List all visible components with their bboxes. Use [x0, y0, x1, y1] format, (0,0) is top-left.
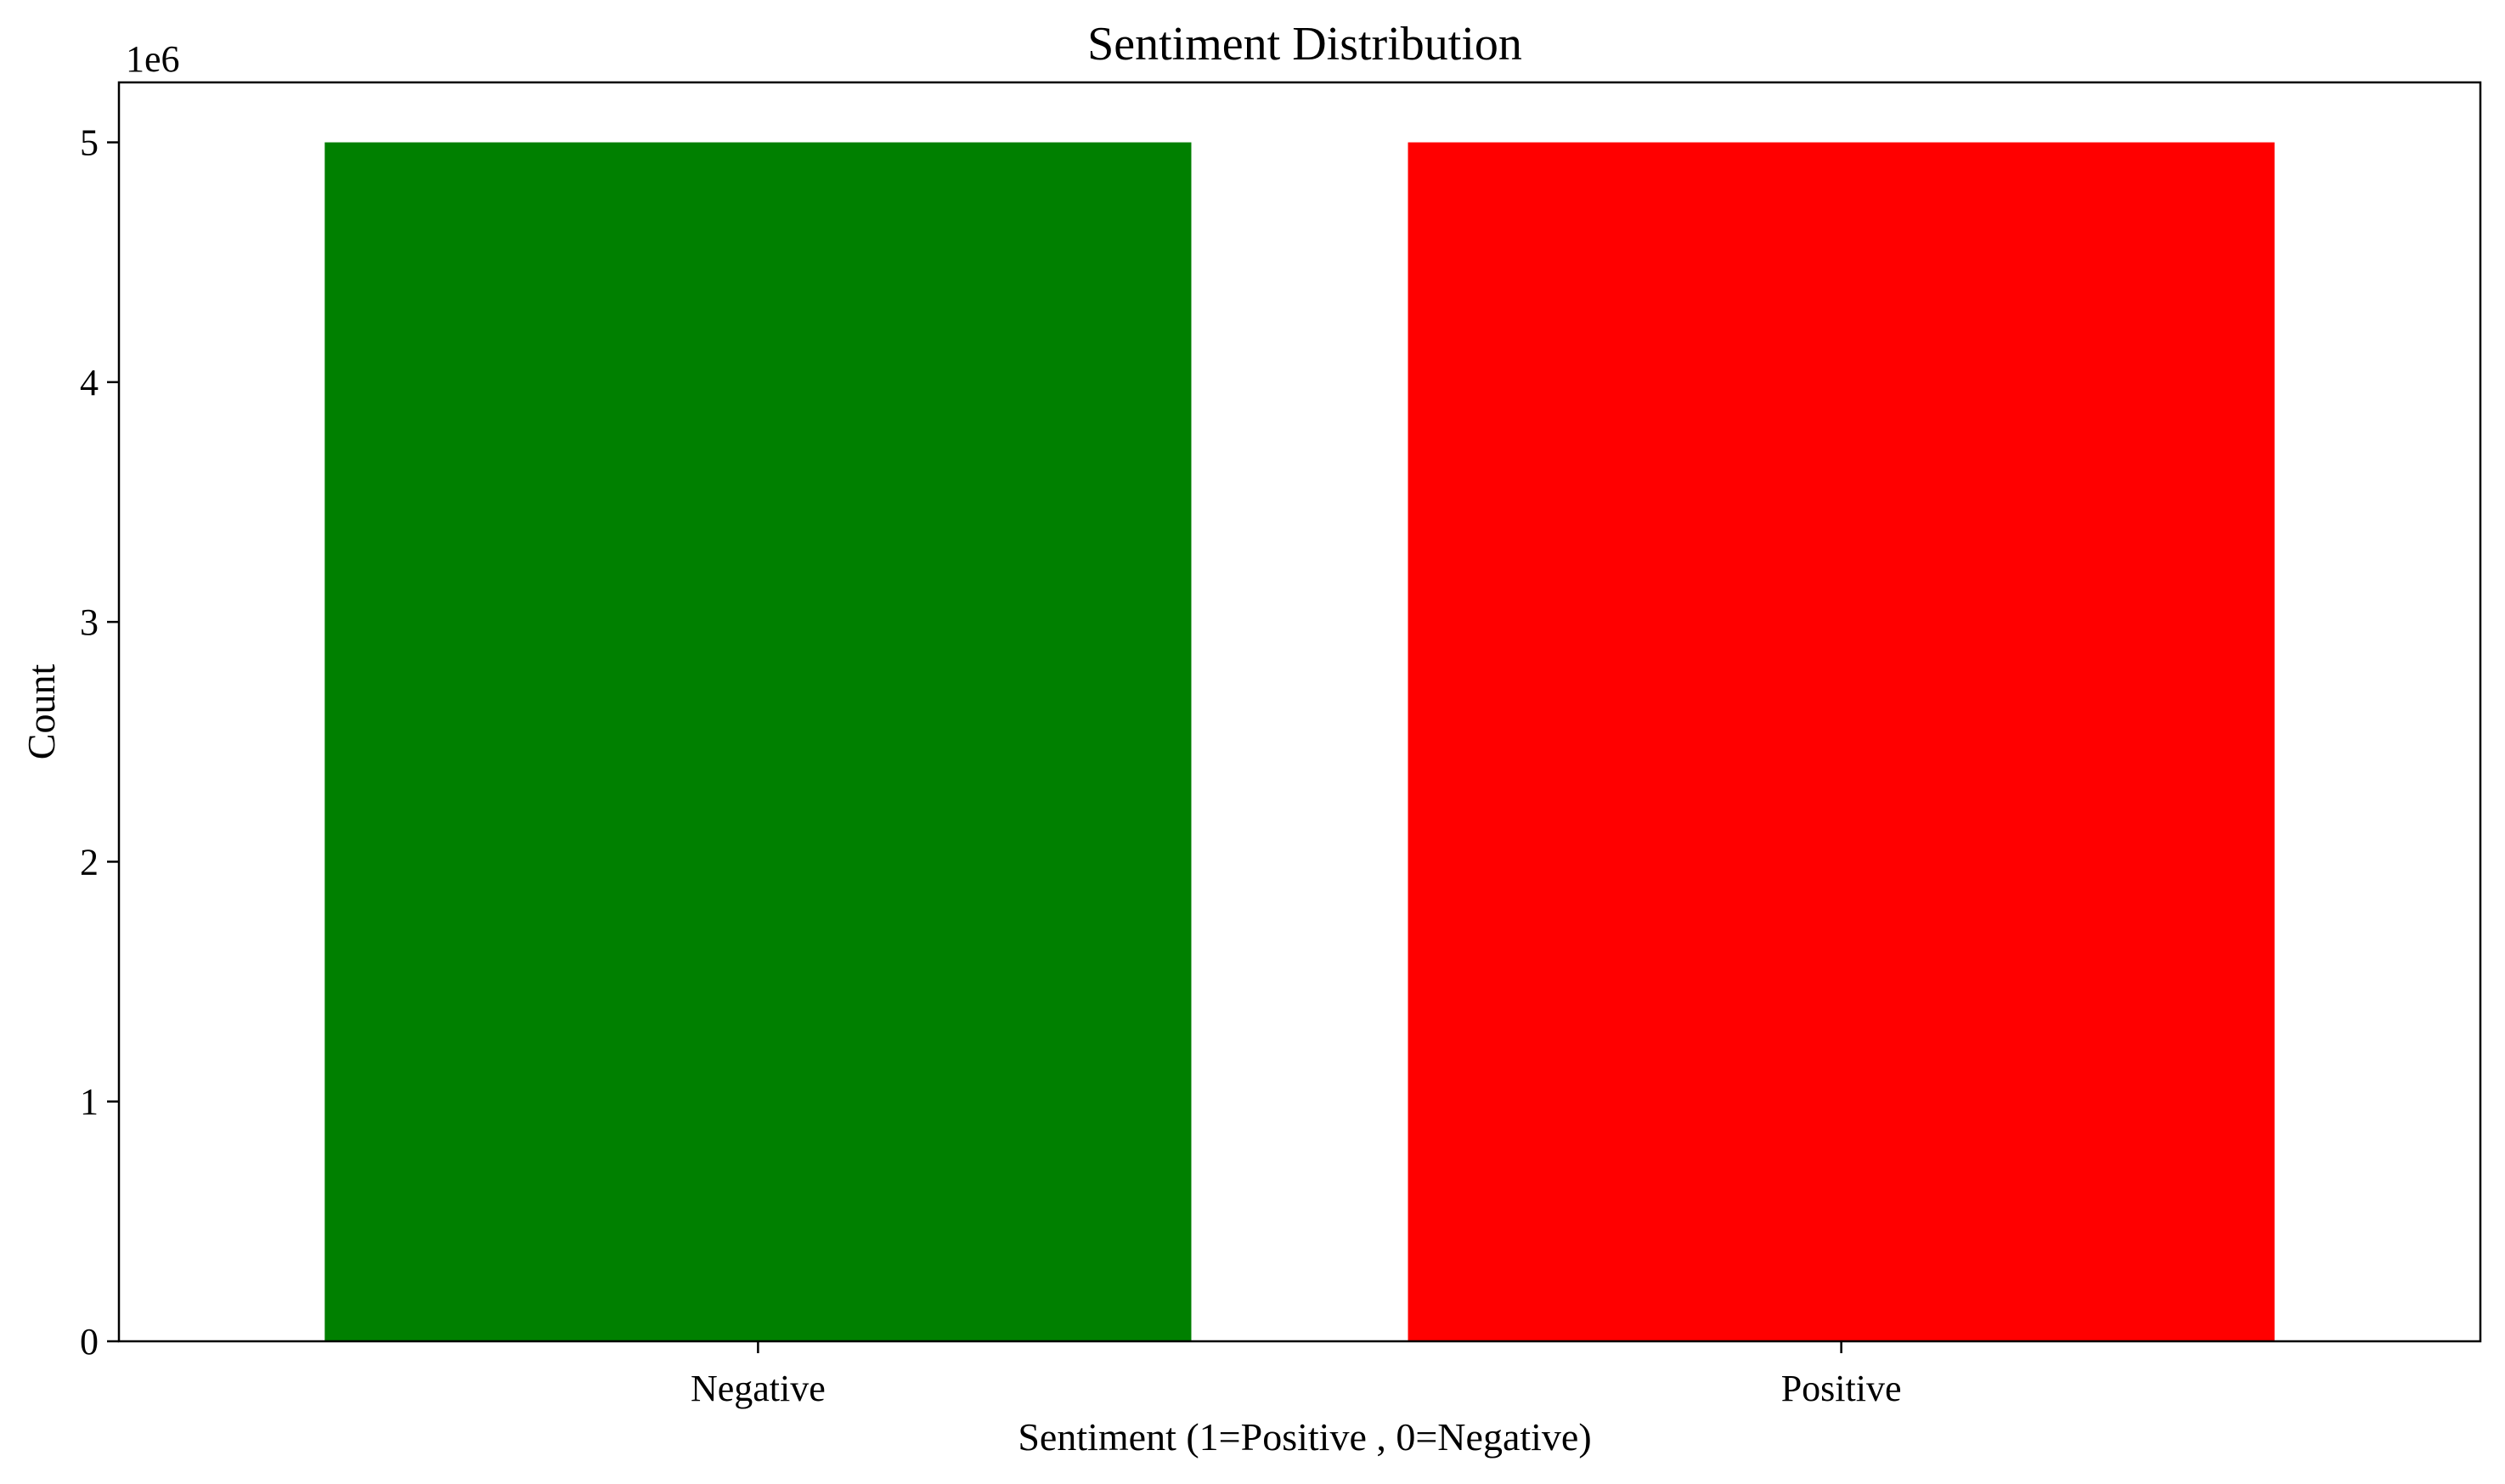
y-tick-label: 1 — [80, 1081, 99, 1123]
x-tick-label-positive: Positive — [1781, 1368, 1902, 1409]
y-tick-label: 3 — [80, 601, 99, 643]
plot-area-frame — [117, 81, 2482, 1343]
chart-title: Sentiment Distribution — [1087, 18, 1522, 71]
x-axis-label: Sentiment (1=Positive , 0=Negative) — [1018, 1415, 1591, 1459]
bar-negative — [324, 142, 1192, 1342]
y-axis-offset-label: 1e6 — [126, 38, 180, 80]
y-tick-label: 2 — [80, 841, 99, 883]
y-tick-label: 4 — [80, 362, 99, 403]
x-axis-ticks: Negative Positive — [691, 1341, 1902, 1409]
y-axis-label: Count — [20, 664, 63, 760]
bars-group — [324, 142, 2275, 1342]
x-tick-label-negative: Negative — [691, 1368, 826, 1409]
y-tick-label: 0 — [80, 1321, 99, 1363]
bar-positive — [1408, 142, 2275, 1342]
y-axis-ticks: 0 1 2 3 4 5 — [80, 122, 119, 1363]
y-tick-label: 5 — [80, 122, 99, 164]
